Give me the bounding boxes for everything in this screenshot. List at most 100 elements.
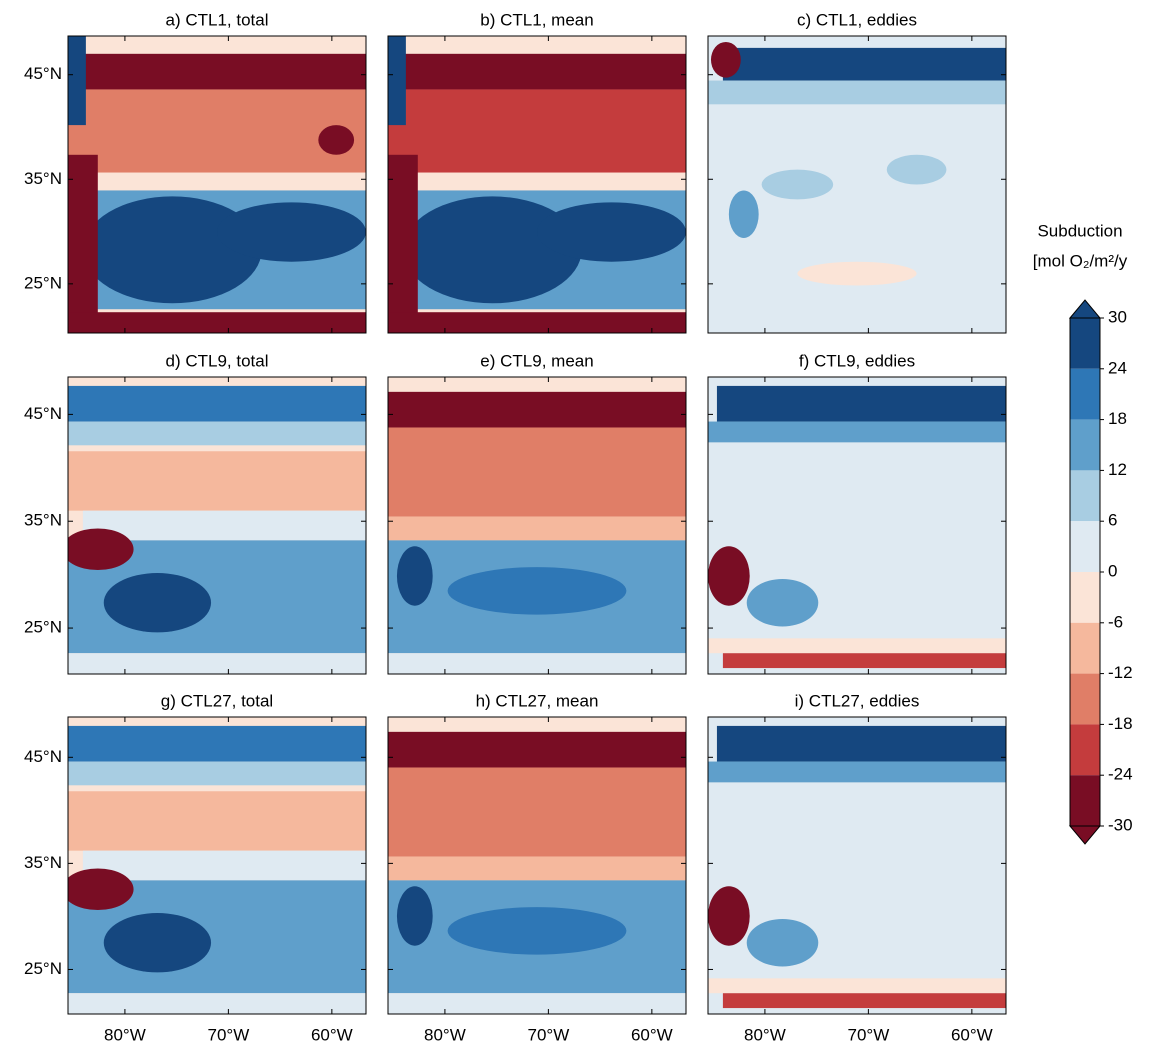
contour-band xyxy=(388,172,686,197)
colorbar-tick-label: -30 xyxy=(1108,815,1133,834)
colorbar-tick-label: 12 xyxy=(1108,460,1127,479)
panel-frame xyxy=(67,716,367,1015)
contour-band xyxy=(103,573,212,633)
contour-band xyxy=(82,510,366,541)
y-tick-label: 25°N xyxy=(24,959,62,978)
panel-title: b) CTL1, mean xyxy=(480,10,593,29)
colorbar-tick-label: -24 xyxy=(1108,765,1133,784)
colorbar-tick-label: -12 xyxy=(1108,663,1133,682)
contour-band xyxy=(797,261,917,286)
contour-band xyxy=(388,993,686,1014)
contour-band xyxy=(708,80,1006,105)
contour-band xyxy=(82,850,366,881)
y-tick-label: 35°N xyxy=(24,169,62,188)
contour-band xyxy=(388,731,686,768)
contour-band xyxy=(388,516,686,541)
panel-frame xyxy=(67,35,367,334)
contour-band xyxy=(722,47,1006,81)
contour-field xyxy=(708,36,1006,333)
contour-band xyxy=(388,53,686,90)
contour-field xyxy=(68,717,366,1014)
contour-band xyxy=(68,421,366,446)
x-tick-label: 80°W xyxy=(744,1025,786,1044)
contour-band xyxy=(388,89,686,173)
x-tick-label: 70°W xyxy=(847,1025,889,1044)
colorbar-tick-label: 24 xyxy=(1108,358,1127,377)
colorbar-segment xyxy=(1070,775,1100,826)
contour-band xyxy=(388,767,686,857)
contour-band xyxy=(708,638,1006,654)
contour-band xyxy=(708,546,750,606)
colorbar-segment xyxy=(1070,622,1100,674)
colorbar-title: Subduction xyxy=(1037,221,1122,240)
contour-field xyxy=(68,36,366,333)
panel-title: f) CTL9, eddies xyxy=(799,351,915,370)
panel-frame xyxy=(707,716,1007,1015)
contour-band xyxy=(318,125,355,155)
colorbar-segment xyxy=(1070,673,1100,725)
contour-band xyxy=(388,36,406,126)
contour-field xyxy=(388,717,686,1014)
colorbar-tick-label: 30 xyxy=(1108,307,1127,326)
y-tick-label: 35°N xyxy=(24,511,62,530)
contour-band xyxy=(68,385,366,422)
colorbar-tick-label: -18 xyxy=(1108,714,1133,733)
contour-band xyxy=(396,546,433,606)
contour-band xyxy=(103,913,212,973)
contour-band xyxy=(68,868,134,911)
x-tick-label: 80°W xyxy=(104,1025,146,1044)
panel-frame xyxy=(707,35,1007,334)
contour-band xyxy=(710,41,741,78)
contour-field xyxy=(388,377,686,674)
panel-title: i) CTL27, eddies xyxy=(795,691,920,710)
panel-frame xyxy=(387,376,687,675)
contour-band xyxy=(68,36,86,126)
x-tick-label: 80°W xyxy=(424,1025,466,1044)
contour-band xyxy=(388,391,686,428)
colorbar-unit: [mol O₂/m²/y xyxy=(1033,251,1128,270)
contour-field xyxy=(388,36,686,333)
contour-band xyxy=(447,907,627,955)
contour-band xyxy=(746,918,819,967)
x-tick-label: 60°W xyxy=(951,1025,993,1044)
contour-band xyxy=(388,856,686,881)
x-tick-label: 60°W xyxy=(311,1025,353,1044)
colorbar-segment xyxy=(1070,419,1100,471)
contour-band xyxy=(722,653,1006,669)
contour-band xyxy=(68,528,134,571)
contour-field xyxy=(708,717,1006,1014)
x-tick-label: 70°W xyxy=(207,1025,249,1044)
colorbar-extend-high xyxy=(1068,299,1102,319)
x-tick-label: 70°W xyxy=(527,1025,569,1044)
colorbar-segment xyxy=(1070,318,1100,369)
panel-title: c) CTL1, eddies xyxy=(797,10,917,29)
contour-band xyxy=(388,154,418,319)
y-tick-label: 25°N xyxy=(24,273,62,292)
colorbar-tick-label: -6 xyxy=(1108,612,1123,631)
colorbar-segment xyxy=(1070,470,1100,522)
panel-title: h) CTL27, mean xyxy=(476,691,599,710)
y-tick-label: 45°N xyxy=(24,404,62,423)
contour-band xyxy=(68,53,366,90)
contour-band xyxy=(722,993,1006,1009)
panel-frame xyxy=(707,376,1007,675)
panel-title: e) CTL9, mean xyxy=(480,351,593,370)
y-tick-label: 25°N xyxy=(24,618,62,637)
panel-frame xyxy=(387,716,687,1015)
y-tick-label: 35°N xyxy=(24,853,62,872)
contour-band xyxy=(716,725,1006,762)
colorbar-tick-label: 18 xyxy=(1108,409,1127,428)
contour-field xyxy=(708,377,1006,674)
y-tick-label: 45°N xyxy=(24,747,62,766)
panel-title: d) CTL9, total xyxy=(166,351,269,370)
contour-band xyxy=(68,89,366,173)
colorbar-segment xyxy=(1070,572,1100,623)
contour-band xyxy=(217,202,366,262)
colorbar-tick-label: 0 xyxy=(1108,561,1117,580)
contour-band xyxy=(388,427,686,517)
contour-band xyxy=(708,978,1006,994)
colorbar-extend-low xyxy=(1068,825,1102,845)
contour-band xyxy=(388,653,686,674)
y-tick-label: 45°N xyxy=(24,64,62,83)
contour-band xyxy=(68,312,366,333)
